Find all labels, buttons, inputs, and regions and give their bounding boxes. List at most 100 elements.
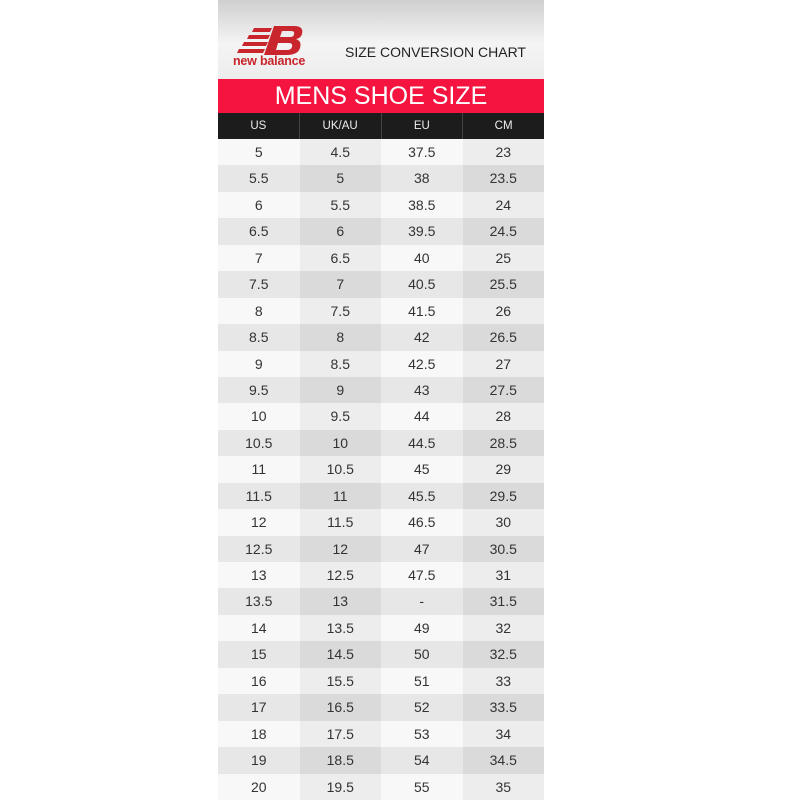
- cell-cm: 25.5: [462, 271, 544, 298]
- table-row: 13.5 13-31.5: [218, 588, 544, 615]
- cell-cm: 23: [462, 139, 544, 166]
- cell-us: 9.5: [218, 376, 300, 404]
- cell-cm: 29.5: [462, 482, 544, 510]
- cell-cm: 27.5: [462, 376, 544, 404]
- table-row: 6.5 6 39.5 24.5: [218, 218, 544, 245]
- cell-eu: 51: [381, 667, 463, 695]
- column-header-eu: EU: [380, 113, 463, 139]
- cell-us: 8.5: [218, 324, 300, 351]
- cell-us: 6.5: [218, 218, 300, 245]
- cell-us: 9: [218, 350, 300, 377]
- cell-cm: 33.5: [462, 694, 544, 721]
- cell-cm: 23.5: [462, 165, 544, 192]
- cell-eu: 52: [381, 694, 463, 721]
- table-row: 8.5 8 42 26.5: [218, 324, 544, 351]
- cell-eu: 47: [381, 535, 463, 562]
- cell-uk-au: 5.5: [299, 191, 381, 219]
- table-row: 11 10.5 45 29: [218, 456, 544, 483]
- cell-cm: 25: [462, 244, 544, 272]
- cell-eu: 46.5: [381, 509, 463, 536]
- cell-eu: 43: [381, 376, 463, 404]
- table-row: 7.5 7 40.5 25.5: [218, 271, 544, 298]
- cell-uk-au: 7.5: [299, 297, 381, 325]
- cell-uk-au: 11.5: [299, 509, 381, 536]
- table-row: 9.5 9 43 27.5: [218, 376, 544, 404]
- cell-uk-au: 9: [299, 376, 381, 404]
- cell-cm: 29: [462, 456, 544, 483]
- table-row: 11.5 11 45.5 29.5: [218, 482, 544, 510]
- cell-us: 10: [218, 403, 300, 430]
- cell-uk-au: 18.5: [299, 747, 381, 774]
- cell-us: 7.5: [218, 271, 300, 298]
- column-header-cm: CM: [462, 113, 544, 139]
- cell-eu: 45: [381, 456, 463, 483]
- cell-uk-au: 19.5: [299, 773, 381, 800]
- brand-name: new balance: [233, 54, 306, 68]
- cell-cm: 26: [462, 297, 544, 325]
- cell-uk-au: 7: [299, 271, 381, 298]
- cell-cm: 28: [462, 403, 544, 430]
- cell-eu: 42: [381, 324, 463, 351]
- table-row: 10 9.5 44 28: [218, 403, 544, 430]
- table-row: 5.5 5 38 23.5: [218, 165, 544, 192]
- table-row: 12.5 12 47 30.5: [218, 535, 544, 562]
- cell-uk-au: 13.5: [299, 614, 381, 642]
- cell-eu: 39.5: [381, 218, 463, 245]
- cell-us: 18: [218, 720, 300, 748]
- column-header-us: US: [250, 120, 267, 132]
- cell-cm: 33: [462, 667, 544, 695]
- table-row: 13 12.5 47.5 31: [218, 562, 544, 589]
- table-header: US UK/AU EU CM: [218, 113, 544, 139]
- cell-cm: 31: [462, 562, 544, 589]
- cell-uk-au: 13: [299, 588, 381, 615]
- cell-uk-au: 8.5: [299, 350, 381, 377]
- table-row: 7 6.5 40 25: [218, 244, 544, 272]
- cell-cm: 26.5: [462, 324, 544, 351]
- cell-us: 17: [218, 694, 300, 721]
- table-row: 19 18.5 54 34.5: [218, 747, 544, 774]
- cell-cm: 27: [462, 350, 544, 377]
- cell-eu: -: [381, 588, 463, 615]
- cell-eu: 44: [381, 403, 463, 430]
- cell-eu: 54: [381, 747, 463, 774]
- cell-eu: 38: [381, 165, 463, 192]
- cell-uk-au: 15.5: [299, 667, 381, 695]
- cell-uk-au: 4.5: [299, 139, 381, 166]
- cell-cm: 24: [462, 191, 544, 219]
- cell-us: 5: [218, 139, 300, 166]
- cell-uk-au: 8: [299, 324, 381, 351]
- table-row: 9 8.5 42.5 27: [218, 350, 544, 377]
- cell-eu: 55: [381, 773, 463, 800]
- table-row: 8 7.5 41.5 26: [218, 297, 544, 325]
- cell-cm: 24.5: [462, 218, 544, 245]
- cell-us: 6: [218, 191, 300, 219]
- cell-us: 13.5: [218, 588, 300, 615]
- cell-us: 8: [218, 297, 300, 325]
- cell-uk-au: 11: [299, 482, 381, 510]
- cell-uk-au: 12.5: [299, 562, 381, 589]
- cell-uk-au: 6.5: [299, 244, 381, 272]
- cell-us: 7: [218, 244, 300, 272]
- cell-cm: 34: [462, 720, 544, 748]
- cell-cm: 28.5: [462, 429, 544, 457]
- cell-eu: 50: [381, 641, 463, 668]
- cell-us: 5.5: [218, 165, 300, 192]
- cell-us: 12: [218, 509, 300, 536]
- cell-eu: 38.5: [381, 191, 463, 219]
- cell-uk-au: 14.5: [299, 641, 381, 668]
- cell-cm: 30: [462, 509, 544, 536]
- cell-us: 16: [218, 667, 300, 695]
- cell-uk-au: 17.5: [299, 720, 381, 748]
- column-header-uk-au: UK/AU: [298, 113, 381, 139]
- cell-eu: 41.5: [381, 297, 463, 325]
- new-balance-logo-icon: [237, 26, 303, 55]
- cell-eu: 49: [381, 614, 463, 642]
- cell-cm: 31.5: [462, 588, 544, 615]
- cell-uk-au: 12: [299, 535, 381, 562]
- table-row: 15 14.5 50 32.5: [218, 641, 544, 668]
- table-row: 17 16.5 52 33.5: [218, 694, 544, 721]
- cell-uk-au: 10: [299, 429, 381, 457]
- cell-us: 20: [218, 773, 300, 800]
- cell-us: 14: [218, 614, 300, 642]
- table-row: 20 19.5 55 35: [218, 773, 544, 800]
